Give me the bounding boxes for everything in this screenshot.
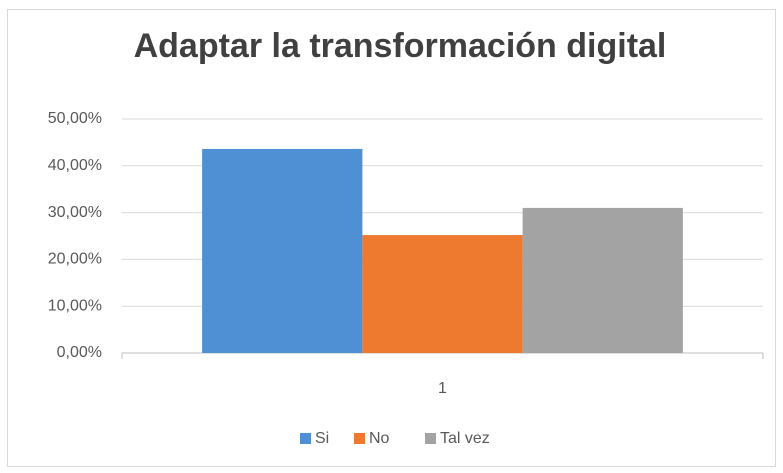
y-tick-label: 20,00% [48,251,102,268]
chart-title: Adaptar la transformación digital [134,27,667,65]
bar [522,207,683,353]
y-tick-label: 0,00% [57,344,102,361]
legend-label: Tal vez [440,430,490,447]
y-tick-label: 10,00% [48,297,102,314]
bar [362,235,523,353]
y-tick-label: 40,00% [48,157,102,174]
bar [202,148,363,353]
y-tick-label: 50,00% [48,110,102,127]
legend-label: Si [315,430,329,447]
legend-label: No [369,430,390,447]
legend-swatch [354,433,365,444]
y-tick-label: 30,00% [48,204,102,221]
legend-swatch [425,433,436,444]
legend-swatch [300,433,311,444]
x-tick-label: 1 [438,380,447,397]
